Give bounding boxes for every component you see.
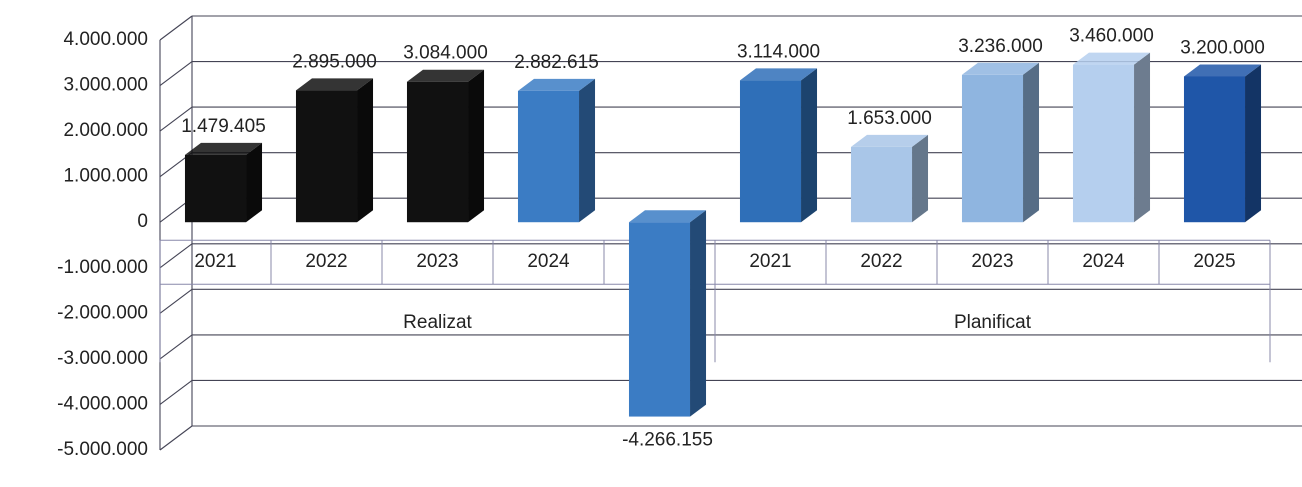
data-label: 3.084.000 (403, 43, 488, 64)
bar-side (468, 69, 485, 223)
bar-top (961, 62, 1040, 75)
bar-top (1183, 64, 1262, 77)
grid-line (159, 380, 193, 405)
data-label: 3.460.000 (1069, 26, 1154, 47)
bar (1072, 64, 1135, 223)
data-label: 3.200.000 (1180, 37, 1265, 58)
x-tick-label: 2022 (305, 251, 347, 272)
bar-top (628, 210, 707, 223)
y-tick-label: 4.000.000 (63, 29, 148, 50)
bar (628, 222, 691, 417)
y-tick-label: -5.000.000 (57, 439, 148, 460)
y-tick-label: 0 (137, 211, 148, 232)
bar (517, 90, 580, 223)
group-label: Planificat (954, 312, 1032, 333)
bar (961, 74, 1024, 223)
y-tick-label: -2.000.000 (57, 302, 148, 323)
grid-line (159, 243, 193, 269)
bar-side (1023, 62, 1040, 223)
bar-top (1072, 52, 1151, 65)
bar (739, 80, 802, 223)
bar-top (406, 69, 485, 82)
y-tick-label: 1.000.000 (63, 166, 148, 187)
bar (295, 90, 358, 223)
data-label: 3.114.000 (737, 41, 820, 62)
grid-line (159, 61, 193, 86)
bar-side (246, 142, 263, 223)
x-tick-label: 2021 (749, 251, 791, 272)
bar (1183, 76, 1246, 223)
y-tick-label: -3.000.000 (57, 348, 148, 369)
y-tick-label: 2.000.000 (63, 120, 148, 141)
bar-side (690, 210, 707, 417)
x-tick-label: 2024 (1082, 251, 1125, 272)
grid-line (159, 334, 193, 360)
bar-top (739, 68, 818, 81)
bar-side (912, 134, 929, 223)
grid-line (159, 425, 193, 451)
group-label: Realizat (403, 312, 472, 333)
data-label: 1.479.405 (181, 116, 266, 137)
data-label: -4.266.155 (622, 430, 713, 451)
grid-line (159, 288, 193, 314)
x-tick-label: 2022 (860, 251, 902, 272)
bar-side (579, 78, 596, 223)
bar-side (801, 68, 818, 223)
bar-side (1245, 64, 1262, 223)
data-label: 3.236.000 (958, 36, 1043, 57)
data-label: 2.882.615 (514, 52, 599, 73)
bar-top (517, 78, 596, 91)
bar-side (357, 78, 374, 223)
x-tick-label: 2024 (527, 251, 570, 272)
bar-top (295, 78, 374, 91)
y-tick-label: -4.000.000 (57, 393, 148, 414)
data-label: 2.895.000 (292, 51, 377, 72)
x-tick-label: 2025 (1193, 251, 1235, 272)
y-tick-label: -1.000.000 (57, 257, 148, 278)
bar (406, 81, 469, 223)
bar-side (1134, 52, 1151, 223)
y-tick-label: 3.000.000 (63, 75, 148, 96)
bar (184, 154, 247, 223)
bar (850, 146, 913, 223)
x-tick-label: 2023 (416, 251, 458, 272)
grid-line (159, 106, 193, 132)
bar-top (184, 142, 263, 155)
x-tick-label: 2023 (971, 251, 1013, 272)
data-label: 1.653.000 (847, 108, 932, 129)
bar-top (850, 134, 929, 147)
grid-line (159, 15, 193, 41)
x-tick-label: 2021 (194, 251, 236, 272)
